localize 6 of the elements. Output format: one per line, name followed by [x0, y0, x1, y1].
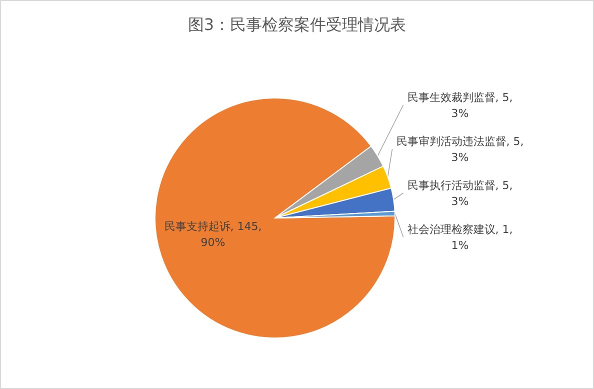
- slice-label: 民事执行活动监督, 5, 3%: [407, 179, 513, 208]
- slice-label: 社会治理检察建议, 1, 1%: [407, 223, 513, 252]
- chart-title: 图3：民事检察案件受理情况表: [188, 15, 406, 34]
- slice-label: 民事审判活动违法监督, 5, 3%: [396, 135, 524, 164]
- slice-label: 民事生效裁判监督, 5, 3%: [407, 91, 513, 120]
- slice-label: 民事支持起诉, 145, 90%: [164, 220, 262, 249]
